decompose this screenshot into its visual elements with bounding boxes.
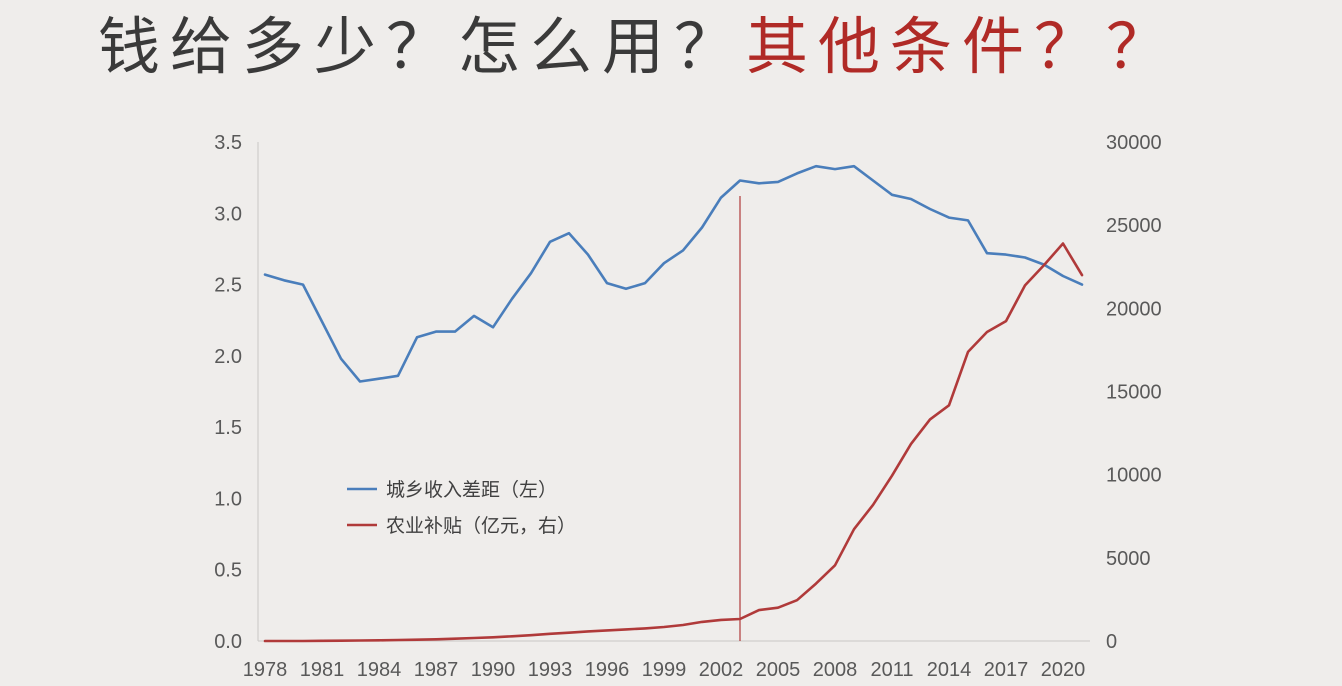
x-tick-label: 1990 [471, 659, 516, 681]
series-line-income-gap [263, 164, 1084, 383]
y-right-tick-label: 15000 [1106, 382, 1162, 404]
x-tick-label: 2008 [813, 659, 858, 681]
x-tick-label: 2011 [870, 659, 913, 681]
y-right-tick-label: 20000 [1106, 298, 1162, 320]
legend-label: 农业补贴（亿元，右） [386, 515, 576, 537]
y-right-tick-label: 5000 [1106, 548, 1151, 570]
y-left-tick-label: 3.0 [214, 203, 242, 225]
x-tick-label: 2014 [927, 659, 972, 681]
headline: 钱给多少？怎么用？其他条件？？ [98, 8, 1178, 86]
y-left-tick-label: 3.5 [214, 132, 242, 154]
headline-dark-text: 钱给多少？怎么用？ [98, 10, 747, 83]
y-left-tick-label: 0.0 [214, 631, 242, 653]
series-line-agri-subsidy [263, 242, 1084, 643]
y-right-tick-label: 0 [1106, 631, 1117, 653]
x-tick-label: 1993 [528, 659, 573, 681]
x-tick-label: 2002 [699, 659, 744, 681]
y-left-tick-label: 0.5 [214, 560, 242, 582]
y-right-tick-label: 25000 [1106, 215, 1162, 237]
y-right-tick-label: 30000 [1106, 132, 1162, 154]
headline-red-text: 其他条件？？ [746, 10, 1179, 83]
y-left-tick-label: 1.0 [214, 488, 242, 510]
x-tick-label: 1984 [357, 659, 402, 681]
x-tick-label: 1987 [414, 659, 459, 681]
x-tick-label: 2017 [984, 659, 1029, 681]
x-tick-label: 2020 [1041, 659, 1086, 681]
x-tick-label: 1996 [585, 659, 630, 681]
y-right-tick-label: 10000 [1106, 465, 1162, 487]
x-tick-label: 1981 [300, 659, 345, 681]
x-tick-label: 1999 [642, 659, 687, 681]
legend-label: 城乡收入差距（左） [386, 479, 557, 501]
y-left-tick-label: 1.5 [214, 417, 242, 439]
x-tick-label: 1978 [243, 659, 288, 681]
x-tick-label: 2005 [756, 659, 801, 681]
y-left-tick-label: 2.5 [214, 275, 242, 297]
y-left-tick-label: 2.0 [214, 346, 242, 368]
